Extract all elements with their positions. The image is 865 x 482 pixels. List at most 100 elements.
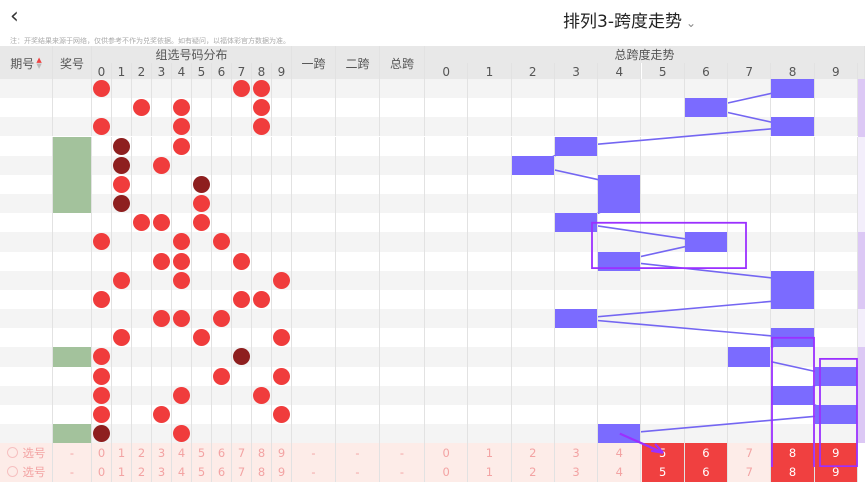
select-digit[interactable]: 4 bbox=[172, 462, 192, 482]
select-digit[interactable]: 3 bbox=[152, 443, 172, 463]
select-label-cell[interactable]: 选号 bbox=[0, 462, 53, 482]
select-digit[interactable]: 0 bbox=[92, 462, 112, 482]
issue-cell bbox=[0, 309, 53, 329]
span1-cell bbox=[292, 251, 336, 271]
trend-hit-cell bbox=[728, 347, 772, 367]
dist-cell bbox=[152, 213, 172, 233]
trend-select-digit[interactable]: 3 bbox=[554, 462, 599, 482]
issue-cell bbox=[0, 270, 53, 290]
total-span-cell bbox=[380, 251, 425, 271]
trend-cell bbox=[512, 213, 555, 233]
trend-select-digit[interactable]: 7 bbox=[728, 462, 772, 482]
dist-cell bbox=[132, 251, 152, 271]
select-digit[interactable]: 8 bbox=[252, 462, 272, 482]
span2-cell bbox=[336, 270, 380, 290]
trend-table: 期号 ▲ ▼ 奖号 组选号码分布 0 1 2 3 4 5 6 7 8 9 一跨 二跨 总跨 总跨度走势 0 1 2 3 4 5 6… bbox=[0, 46, 865, 482]
winning-number-cell bbox=[53, 155, 92, 175]
select-digit[interactable]: 9 bbox=[272, 443, 292, 463]
table-row bbox=[0, 385, 858, 405]
select-digit[interactable]: 6 bbox=[212, 462, 232, 482]
trend-select-digit[interactable]: 7 bbox=[728, 443, 772, 463]
trend-cell bbox=[685, 194, 729, 214]
trend-select-digit[interactable]: 4 bbox=[598, 462, 642, 482]
select-digit[interactable]: 1 bbox=[112, 462, 132, 482]
dist-cell bbox=[112, 404, 132, 425]
trend-select-digit[interactable]: 0 bbox=[425, 462, 469, 482]
sort-icon[interactable]: ▲ ▼ bbox=[36, 56, 42, 70]
trend-select-digit[interactable]: 9 bbox=[814, 443, 858, 463]
trend-cell bbox=[468, 136, 512, 156]
select-digit[interactable]: 2 bbox=[132, 462, 152, 482]
hit-ball bbox=[233, 290, 250, 308]
back-chevron-left-icon[interactable]: ‹ bbox=[10, 4, 19, 29]
select-digit[interactable]: 1 bbox=[112, 443, 132, 463]
winning-number-cell bbox=[53, 270, 92, 290]
select-digit[interactable]: 3 bbox=[152, 462, 172, 482]
select-digit[interactable]: 9 bbox=[272, 462, 292, 482]
trend-select-digit[interactable]: 8 bbox=[771, 462, 815, 482]
trend-cell bbox=[642, 98, 685, 118]
span1-cell bbox=[292, 79, 336, 99]
trend-cell bbox=[685, 117, 729, 137]
radio-circle-icon[interactable] bbox=[6, 447, 18, 459]
dist-cell bbox=[112, 213, 132, 233]
winning-number-cell bbox=[53, 117, 92, 137]
trend-select-digit[interactable]: 6 bbox=[684, 462, 729, 482]
dist-cell bbox=[232, 136, 252, 156]
winning-number-cell bbox=[53, 194, 92, 214]
trend-select-digit[interactable]: 8 bbox=[771, 443, 815, 463]
dash-cell: - bbox=[336, 443, 380, 463]
trend-select-digit[interactable]: 2 bbox=[511, 462, 555, 482]
dist-cell bbox=[132, 98, 152, 118]
hit-ball bbox=[113, 175, 130, 193]
span1-cell bbox=[292, 289, 336, 310]
trend-select-digit[interactable]: 5 bbox=[641, 443, 685, 463]
hit-ball bbox=[173, 252, 190, 270]
select-digit[interactable]: 5 bbox=[192, 443, 212, 463]
column-header-number: 奖号 bbox=[53, 46, 92, 80]
column-header-issue[interactable]: 期号 ▲ ▼ bbox=[0, 46, 53, 80]
page-title-dropdown[interactable]: 排列3-跨度走势 ⌄ bbox=[563, 7, 696, 32]
dist-cell bbox=[172, 174, 192, 194]
trend-cell bbox=[598, 232, 642, 252]
issue-cell bbox=[0, 251, 53, 271]
hit-ball bbox=[173, 118, 190, 136]
trend-cell bbox=[555, 270, 599, 290]
hit-ball bbox=[113, 156, 130, 174]
trend-select-digit[interactable]: 4 bbox=[598, 443, 642, 463]
trend-cell bbox=[555, 194, 599, 214]
dist-cell bbox=[172, 270, 192, 290]
select-digit[interactable]: 5 bbox=[192, 462, 212, 482]
span2-cell bbox=[336, 404, 380, 425]
select-digit[interactable]: 2 bbox=[132, 443, 152, 463]
trend-select-digit[interactable]: 0 bbox=[425, 443, 469, 463]
select-digit[interactable]: 7 bbox=[232, 462, 252, 482]
dist-cell bbox=[172, 251, 192, 271]
trend-select-digit[interactable]: 1 bbox=[468, 443, 512, 463]
select-digit[interactable]: 6 bbox=[212, 443, 232, 463]
select-digit[interactable]: 4 bbox=[172, 443, 192, 463]
trend-cell bbox=[771, 232, 815, 252]
trend-select-digit[interactable]: 2 bbox=[511, 443, 555, 463]
select-digit[interactable]: 7 bbox=[232, 443, 252, 463]
trend-select-digit[interactable]: 3 bbox=[554, 443, 599, 463]
trend-cell bbox=[728, 270, 772, 290]
dist-cell bbox=[92, 347, 112, 367]
select-digit[interactable]: 0 bbox=[92, 443, 112, 463]
trend-cell bbox=[598, 366, 642, 386]
dist-cell bbox=[152, 270, 172, 290]
radio-circle-icon[interactable] bbox=[6, 466, 18, 478]
trend-select-digit[interactable]: 5 bbox=[641, 462, 685, 482]
dist-cell bbox=[272, 79, 292, 99]
total-span-cell bbox=[380, 347, 425, 367]
dist-cell bbox=[112, 194, 132, 214]
select-digit[interactable]: 8 bbox=[252, 443, 272, 463]
trend-select-digit[interactable]: 6 bbox=[684, 443, 729, 463]
trend-cell bbox=[815, 79, 858, 99]
span1-cell bbox=[292, 270, 336, 290]
trend-select-digit[interactable]: 1 bbox=[468, 462, 512, 482]
trend-select-digit[interactable]: 9 bbox=[814, 462, 858, 482]
select-label-cell[interactable]: 选号 bbox=[0, 443, 53, 463]
dist-cell bbox=[132, 232, 152, 252]
trend-cell bbox=[728, 232, 772, 252]
